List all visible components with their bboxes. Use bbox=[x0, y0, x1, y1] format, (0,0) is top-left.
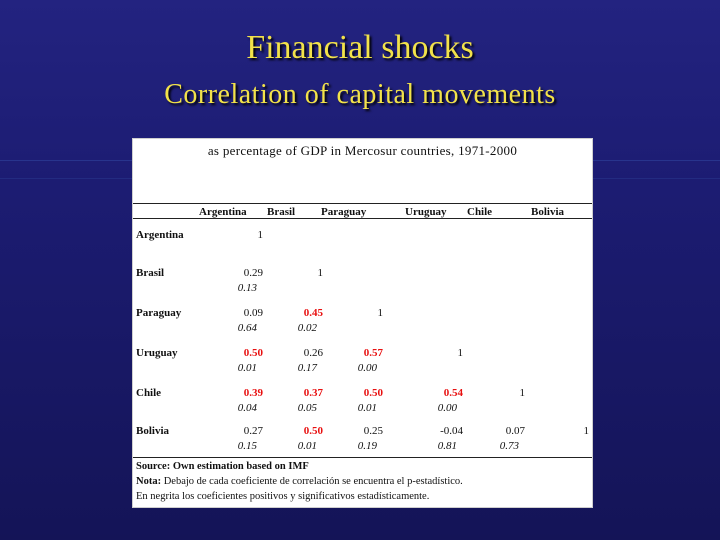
column-header-paraguay: Paraguay bbox=[321, 206, 367, 218]
row-label-paraguay: Paraguay bbox=[136, 307, 182, 319]
coefficient-cell: 0.07 bbox=[505, 425, 525, 437]
coefficient-cell: 0.45 bbox=[303, 307, 323, 319]
source-label: Source: bbox=[136, 461, 171, 472]
coefficient-cell: 1 bbox=[317, 267, 324, 279]
p-value-cell: 0.19 bbox=[357, 440, 377, 452]
table-rule-top bbox=[133, 203, 592, 204]
bold-note: En negrita los coeficientes positivos y … bbox=[136, 491, 430, 502]
row-label-chile: Chile bbox=[136, 387, 162, 399]
coefficient-cell: 0.26 bbox=[303, 347, 323, 359]
p-value-cell: 0.15 bbox=[237, 440, 257, 452]
p-value-cell: 0.02 bbox=[297, 322, 317, 334]
source-note: Source: Own estimation based on IMF bbox=[136, 459, 463, 474]
coefficient-cell: 1 bbox=[257, 229, 264, 241]
note-text: Debajo de cada coeficiente de correlació… bbox=[163, 476, 463, 487]
row-label-brasil: Brasil bbox=[136, 267, 165, 279]
column-header-brasil: Brasil bbox=[267, 206, 296, 218]
p-value-cell: 0.81 bbox=[437, 440, 457, 452]
coefficient-cell: -0.04 bbox=[440, 425, 463, 437]
column-header-bolivia: Bolivia bbox=[531, 206, 565, 218]
row-label-bolivia: Bolivia bbox=[136, 425, 170, 437]
p-value-note: Nota: Debajo de cada coeficiente de corr… bbox=[136, 474, 463, 489]
p-value-cell: 0.05 bbox=[297, 402, 317, 414]
coefficient-cell: 0.27 bbox=[243, 425, 263, 437]
coefficient-cell: 0.25 bbox=[363, 425, 383, 437]
coefficient-cell: 0.09 bbox=[243, 307, 263, 319]
p-value-cell: 0.13 bbox=[237, 282, 257, 294]
p-value-cell: 0.00 bbox=[357, 362, 377, 374]
table-rule-footer bbox=[133, 457, 592, 458]
table-rule-header bbox=[133, 218, 592, 219]
p-value-cell: 0.04 bbox=[237, 402, 257, 414]
p-value-cell: 0.17 bbox=[297, 362, 317, 374]
coefficient-cell: 0.57 bbox=[363, 347, 383, 359]
slide-subtitle: Correlation of capital movements bbox=[164, 79, 556, 110]
correlation-table: as percentage of GDP in Mercosur countri… bbox=[132, 138, 593, 508]
coefficient-cell: 0.39 bbox=[243, 387, 263, 399]
p-value-cell: 0.00 bbox=[437, 402, 457, 414]
column-header-uruguay: Uruguay bbox=[405, 206, 447, 218]
coefficient-cell: 1 bbox=[519, 387, 526, 399]
slide-title: Financial shocks bbox=[246, 29, 474, 66]
column-header-chile: Chile bbox=[467, 206, 493, 218]
coefficient-cell: 1 bbox=[377, 307, 384, 319]
p-value-cell: 0.01 bbox=[357, 402, 377, 414]
coefficient-cell: 1 bbox=[583, 425, 590, 437]
coefficient-cell: 0.50 bbox=[363, 387, 383, 399]
p-value-cell: 0.64 bbox=[237, 322, 257, 334]
row-label-argentina: Argentina bbox=[136, 229, 184, 241]
p-value-cell: 0.01 bbox=[297, 440, 317, 452]
coefficient-cell: 0.29 bbox=[243, 267, 263, 279]
note-label: Nota: bbox=[136, 476, 162, 487]
row-label-uruguay: Uruguay bbox=[136, 347, 178, 359]
coefficient-cell: 0.50 bbox=[303, 425, 323, 437]
coefficient-cell: 0.54 bbox=[443, 387, 463, 399]
p-value-cell: 0.73 bbox=[499, 440, 519, 452]
coefficient-cell: 0.50 bbox=[243, 347, 263, 359]
column-header-argentina: Argentina bbox=[199, 206, 247, 218]
table-caption: as percentage of GDP in Mercosur countri… bbox=[207, 143, 518, 158]
coefficient-cell: 0.37 bbox=[303, 387, 323, 399]
coefficient-cell: 1 bbox=[457, 347, 464, 359]
table-notes: Source: Own estimation based on IMF Nota… bbox=[136, 459, 463, 504]
p-value-cell: 0.01 bbox=[237, 362, 257, 374]
source-text: Own estimation based on IMF bbox=[172, 461, 309, 472]
